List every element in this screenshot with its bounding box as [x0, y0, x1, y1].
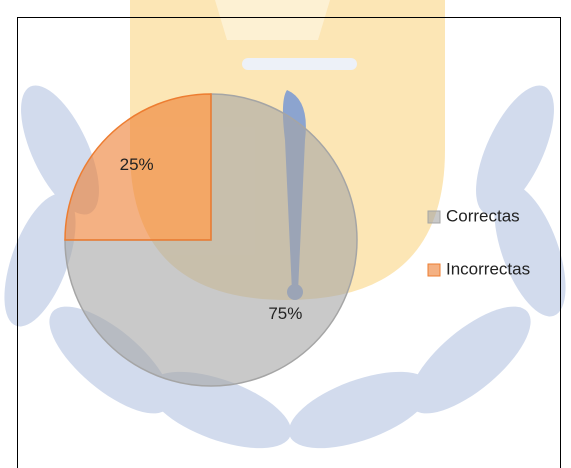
legend-swatch: [427, 263, 441, 277]
legend-label: Incorrectas: [446, 259, 530, 278]
pie: 75% 25%: [64, 93, 358, 387]
legend-label: Correctas: [446, 206, 520, 225]
data-label: 75%: [268, 304, 302, 323]
legend: Correctas Incorrectas: [427, 206, 530, 278]
data-label: 25%: [120, 155, 154, 174]
pie-slice: [64, 93, 212, 241]
chart-frame: [17, 17, 561, 468]
legend-swatch: [427, 210, 441, 224]
